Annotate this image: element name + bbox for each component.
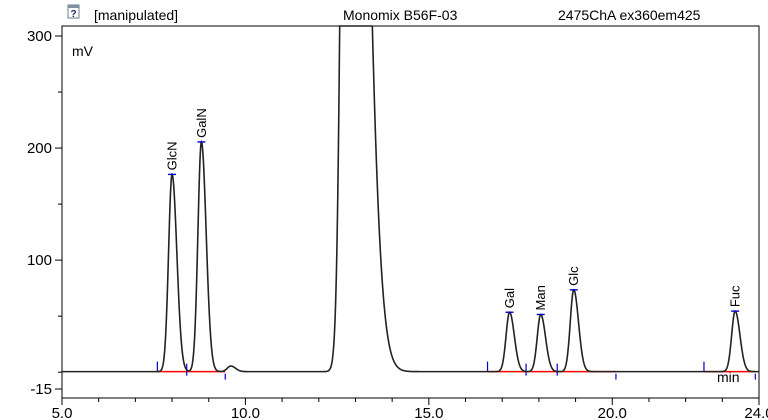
peak-label: Man (533, 285, 548, 310)
x-axis-unit: min (717, 369, 740, 385)
x-tick-label: 24.0 (744, 405, 768, 420)
chart-tag: [manipulated] (94, 7, 178, 23)
x-tick-label: 20.0 (598, 405, 627, 420)
peak-markers (168, 141, 740, 316)
svg-text:?: ? (71, 9, 77, 20)
peak-label: GlcN (165, 142, 180, 171)
question-doc-icon: ? (67, 4, 80, 20)
x-tick-label: 10.0 (231, 405, 260, 420)
sample-name: Monomix B56F-03 (343, 7, 458, 23)
x-tick-label: 5.0 (52, 405, 73, 420)
y-tick-label: 100 (27, 252, 52, 269)
detector-info: 2475ChA ex360em425 (558, 7, 701, 23)
peak-label: Fuc (728, 285, 743, 307)
integration-baselines (156, 361, 756, 380)
peak-label: GalN (194, 108, 209, 138)
y-axis-unit: mV (72, 43, 94, 59)
peak-label: Glc (566, 266, 581, 286)
signal-trace (62, 25, 759, 373)
y-tick-label: -15 (30, 381, 52, 398)
y-tick-label: 200 (27, 140, 52, 157)
header-bar: ? [manipulated] Monomix B56F-03 2475ChA … (67, 4, 701, 23)
y-tick-label: 300 (27, 28, 52, 45)
plot-area (61, 25, 760, 399)
axes: -15 100 200 300 5.0 10.0 15.0 20.0 24.0 (27, 28, 768, 420)
peak-label: Gal (502, 288, 517, 308)
peak-labels: GlcN GalN Gal Man Glc Fuc (165, 108, 743, 310)
x-tick-label: 15.0 (414, 405, 443, 420)
